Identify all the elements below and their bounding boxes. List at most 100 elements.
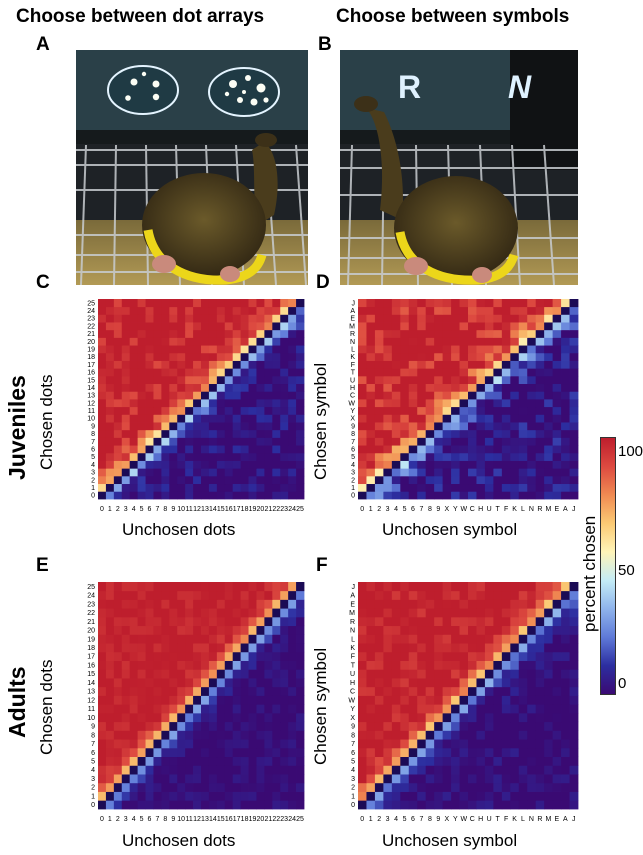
heatmap-cell: [248, 391, 257, 400]
heatmap-cell: [208, 730, 218, 740]
heatmap-cell: [451, 582, 460, 592]
heatmap-cell: [374, 660, 384, 670]
heatmap-cell: [185, 414, 194, 423]
heatmap-cell: [216, 616, 226, 627]
heatmap-cell: [417, 747, 427, 758]
heatmap-cell: [208, 616, 218, 627]
heatmap-cell: [451, 721, 460, 731]
heatmap-cell: [442, 599, 452, 609]
heatmap-cell: [193, 704, 202, 714]
heatmap-cell: [459, 468, 469, 477]
heatmap-cell: [129, 299, 139, 308]
heatmap-cell: [510, 406, 520, 415]
heatmap-cell: [208, 368, 218, 377]
heatmap-cell: [121, 306, 131, 315]
heatmap-cell: [493, 460, 503, 469]
heatmap-cell: [535, 406, 545, 415]
heatmap-cell: [280, 314, 289, 323]
heatmap-cell: [518, 383, 528, 392]
heatmap-cell: [98, 616, 107, 627]
heatmap-cell: [442, 414, 452, 423]
heatmap-cell: [561, 383, 570, 392]
heatmap-cell: [451, 483, 460, 492]
heatmap-cell: [201, 475, 210, 485]
heatmap-cell: [153, 360, 162, 369]
heatmap-cell: [169, 782, 178, 792]
heatmap-cell: [527, 314, 537, 323]
heatmap-cell: [145, 756, 154, 766]
heatmap-cell: [145, 314, 154, 323]
heatmap-cell: [105, 651, 115, 661]
heatmap-cell: [408, 306, 418, 315]
heatmap-cell: [280, 483, 289, 492]
y-tick-label: 7: [351, 741, 355, 748]
heatmap-cell: [105, 483, 115, 492]
heatmap-cell: [374, 616, 384, 627]
y-tick-label: C: [350, 689, 355, 696]
heatmap-cell: [137, 643, 146, 653]
heatmap-cell: [240, 422, 249, 431]
heatmap-cell: [193, 368, 202, 377]
heatmap-cell: [169, 695, 178, 705]
heatmap-cell: [468, 721, 477, 731]
heatmap-cell: [366, 406, 376, 415]
heatmap-cell: [153, 625, 162, 635]
heatmap-cell: [137, 383, 146, 392]
heatmap-cell: [501, 800, 511, 810]
heatmap-cell: [224, 375, 234, 385]
heatmap-cell: [383, 721, 393, 731]
heatmap-cell: [442, 608, 452, 618]
heatmap-cell: [391, 712, 401, 723]
heatmap-cell: [484, 460, 494, 469]
heatmap-cell: [468, 383, 477, 392]
heatmap-cell: [434, 582, 444, 592]
heatmap-cell: [216, 712, 226, 723]
heatmap-cell: [501, 634, 511, 644]
heatmap-cell: [408, 582, 418, 592]
heatmap-cell: [400, 345, 410, 354]
heatmap-cell: [400, 625, 410, 635]
x-tick-label: U: [487, 816, 492, 823]
heatmap-cell: [468, 669, 477, 679]
heatmap-cell: [459, 625, 469, 635]
heatmap-cell: [358, 437, 367, 446]
x-tick-label: 17: [233, 506, 241, 513]
heatmap-cell: [383, 306, 393, 315]
x-tick-label: 4: [132, 506, 136, 513]
heatmap-cell: [105, 669, 115, 679]
heatmap-cell: [374, 483, 384, 492]
heatmap-cell: [493, 730, 503, 740]
heatmap-cell: [552, 660, 562, 670]
heatmap-cell: [113, 669, 123, 679]
heatmap-cell: [208, 437, 218, 446]
x-tick-label: 2: [116, 816, 120, 823]
heatmap-cell: [535, 337, 545, 346]
heatmap-cell: [201, 782, 210, 792]
heatmap-cell: [383, 383, 393, 392]
heatmap-cell: [552, 468, 562, 477]
heatmap-cell: [434, 660, 444, 670]
y-tick-label: X: [350, 715, 355, 722]
heatmap-cell: [224, 800, 234, 810]
heatmap-cell: [408, 329, 418, 338]
heatmap-cell: [552, 483, 562, 492]
heatmap-cell: [493, 686, 503, 696]
heatmap-cell: [248, 756, 257, 766]
heatmap-cell: [510, 625, 520, 635]
x-tick-label: 21: [264, 506, 272, 513]
heatmap-cell: [434, 437, 444, 446]
heatmap-cell: [153, 391, 162, 400]
heatmap-cell: [383, 375, 393, 385]
heatmap-cell: [169, 345, 178, 354]
heatmap-cell: [468, 704, 477, 714]
heatmap-cell: [193, 352, 202, 361]
y-tick-label: 12: [87, 400, 95, 407]
heatmap-cell: [468, 608, 477, 618]
heatmap-cell: [161, 383, 170, 392]
heatmap-cell: [417, 616, 427, 627]
heatmap-cell: [240, 414, 249, 423]
heatmap-cell: [442, 625, 452, 635]
heatmap-cell: [451, 429, 460, 438]
heatmap-cell: [510, 468, 520, 477]
heatmap-cell: [224, 712, 234, 723]
